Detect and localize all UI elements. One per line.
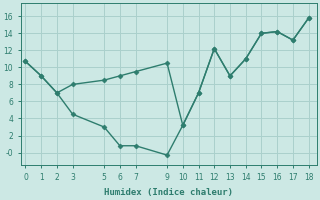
X-axis label: Humidex (Indice chaleur): Humidex (Indice chaleur)	[104, 188, 233, 197]
